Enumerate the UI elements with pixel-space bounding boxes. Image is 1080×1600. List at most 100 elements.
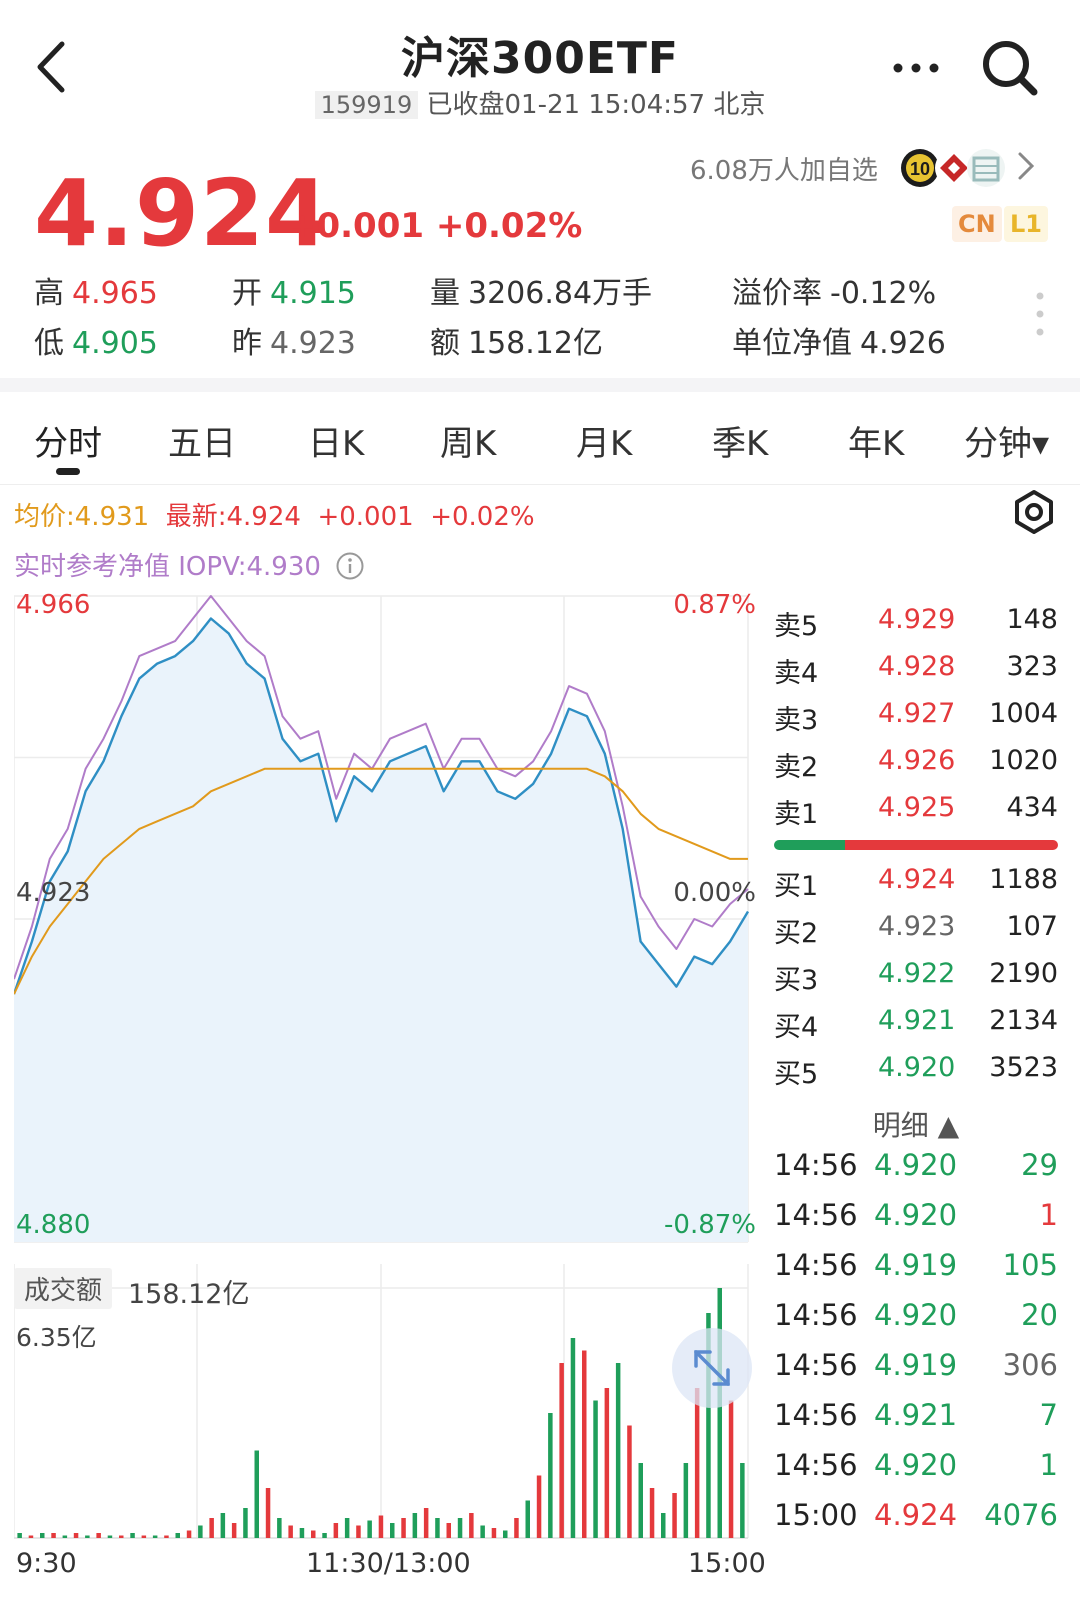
- expand-icon: [694, 1350, 730, 1386]
- volume-bar: [51, 1533, 56, 1538]
- volume-bar: [548, 1413, 553, 1538]
- volume-bar: [604, 1388, 610, 1538]
- volume-bar: [186, 1530, 192, 1538]
- volume-bar: [694, 1388, 700, 1538]
- section-divider: [0, 378, 1080, 392]
- more-stats-icon[interactable]: [1035, 290, 1045, 338]
- stat-nav: 单位净值 4.926: [732, 326, 946, 361]
- iopv-line: [13, 595, 749, 980]
- latest-pct: +0.02%: [430, 502, 535, 532]
- tab-weekly-k[interactable]: 周K: [440, 424, 497, 464]
- volume-bar: [209, 1518, 214, 1538]
- volume-bar: [311, 1530, 316, 1538]
- chart-legend: 均价:4.931 最新:4.924 +0.001 +0.02%: [14, 496, 535, 533]
- volume-bar: [593, 1400, 598, 1538]
- tab-intraday[interactable]: 分时: [34, 424, 102, 464]
- trade-row: 14:56 4.919 306: [774, 1348, 1058, 1382]
- stat-amount: 额 158.12亿: [430, 326, 603, 361]
- volume-bar: [412, 1513, 418, 1538]
- volume-bar: [706, 1313, 711, 1538]
- ask-row: 卖3 4.927 1004: [774, 698, 1058, 736]
- back-button[interactable]: [26, 36, 80, 98]
- volume-bar: [378, 1515, 384, 1538]
- chevron-right-icon[interactable]: [1014, 150, 1038, 186]
- tab-yearly-k[interactable]: 年K: [848, 424, 905, 464]
- volume-bar: [175, 1533, 180, 1538]
- trade-detail-toggle[interactable]: 明细 ▲: [872, 1109, 960, 1142]
- active-tab-indicator: [56, 468, 80, 475]
- price-area: [14, 618, 748, 1242]
- volume-bar: [28, 1535, 34, 1538]
- trade-row: 14:56 4.920 29: [774, 1148, 1058, 1182]
- volume-bar: [390, 1523, 395, 1538]
- volume-bar: [265, 1488, 271, 1538]
- y-tick-mid: 4.923: [16, 878, 91, 908]
- volume-bar: [582, 1350, 587, 1538]
- volume-bar: [559, 1363, 564, 1538]
- follower-avatars[interactable]: 10: [900, 146, 1020, 190]
- ask-row: 卖1 4.925 434: [774, 792, 1058, 830]
- volume-bar: [62, 1535, 68, 1538]
- tab-monthly-k[interactable]: 月K: [576, 424, 633, 464]
- volume-bar: [435, 1518, 440, 1538]
- bid-row: 买5 4.920 3523: [774, 1052, 1058, 1090]
- volume-bar: [503, 1530, 508, 1538]
- volume-bar: [299, 1528, 305, 1538]
- search-button[interactable]: [978, 36, 1044, 102]
- volume-bar: [627, 1425, 632, 1538]
- volume-bar: [423, 1508, 429, 1538]
- chart-settings-button[interactable]: [1010, 488, 1058, 536]
- y-pct-mid: 0.00%: [673, 878, 756, 908]
- volume-bar: [333, 1523, 339, 1538]
- status-text: 已收盘01-21 15:04:57 北京: [426, 90, 766, 120]
- latest-price: 最新:4.924: [165, 502, 301, 532]
- svg-text:10: 10: [910, 159, 930, 179]
- more-dots-icon: [893, 63, 939, 73]
- bid-row: 买2 4.923 107: [774, 911, 1058, 949]
- volume-bar: [322, 1533, 327, 1538]
- intraday-chart[interactable]: [12, 594, 762, 1264]
- bid-ask-ratio-bar: [774, 840, 1058, 850]
- volume-bar: [615, 1363, 621, 1538]
- chevron-left-icon: [37, 41, 65, 93]
- trade-row: 14:56 4.920 1: [774, 1198, 1058, 1232]
- volume-bar: [344, 1518, 350, 1538]
- volume-chart[interactable]: [13, 1264, 762, 1542]
- volume-bar: [17, 1533, 22, 1538]
- volume-bar: [152, 1535, 158, 1538]
- volume-bar: [728, 1400, 734, 1538]
- follow-count[interactable]: 6.08万人加自选: [690, 156, 878, 186]
- volume-bar: [683, 1463, 689, 1538]
- page-title: 沪深300ETF: [401, 33, 679, 84]
- volume-bar: [243, 1508, 248, 1538]
- volume-bar: [119, 1535, 124, 1538]
- y-tick-high: 4.966: [16, 590, 91, 620]
- tab-daily-k[interactable]: 日K: [308, 424, 365, 464]
- trade-list: 14:56 4.920 29 14:56 4.920 1 14:56 4.919 105 1…: [774, 1148, 1058, 1540]
- gear-icon: [1015, 490, 1053, 534]
- volume-bar: [740, 1463, 745, 1538]
- stat-low: 低 4.905: [34, 326, 158, 361]
- expand-chart-button[interactable]: [672, 1328, 752, 1408]
- volume-bar: [536, 1475, 542, 1538]
- tab-quarterly-k[interactable]: 季K: [712, 424, 769, 464]
- stat-high: 高 4.965: [34, 276, 158, 311]
- volume-bar: [231, 1523, 237, 1538]
- volume-bar: [457, 1518, 463, 1538]
- avatar-icon: 10: [901, 149, 939, 187]
- volume-bar: [40, 1533, 45, 1538]
- volume-bar: [254, 1450, 259, 1538]
- volume-max: 6.35亿: [16, 1323, 97, 1352]
- chart-tabs: 分时 五日 日K 周K 月K 季K 年K 分钟▾: [0, 392, 1080, 485]
- tab-five-day[interactable]: 五日: [168, 424, 236, 464]
- bid-row: 买1 4.924 1188: [774, 864, 1058, 902]
- stock-code: 159919: [314, 91, 419, 119]
- tab-minute-dropdown[interactable]: 分钟▾: [964, 424, 1050, 464]
- volume-bar: [356, 1525, 361, 1538]
- avg-price-line: [13, 767, 748, 995]
- info-icon[interactable]: [335, 551, 365, 581]
- ask-row: 卖5 4.929 148: [774, 604, 1058, 642]
- trade-row: 14:56 4.919 105: [774, 1248, 1058, 1282]
- volume-bar: [638, 1463, 643, 1538]
- more-button[interactable]: [890, 48, 948, 88]
